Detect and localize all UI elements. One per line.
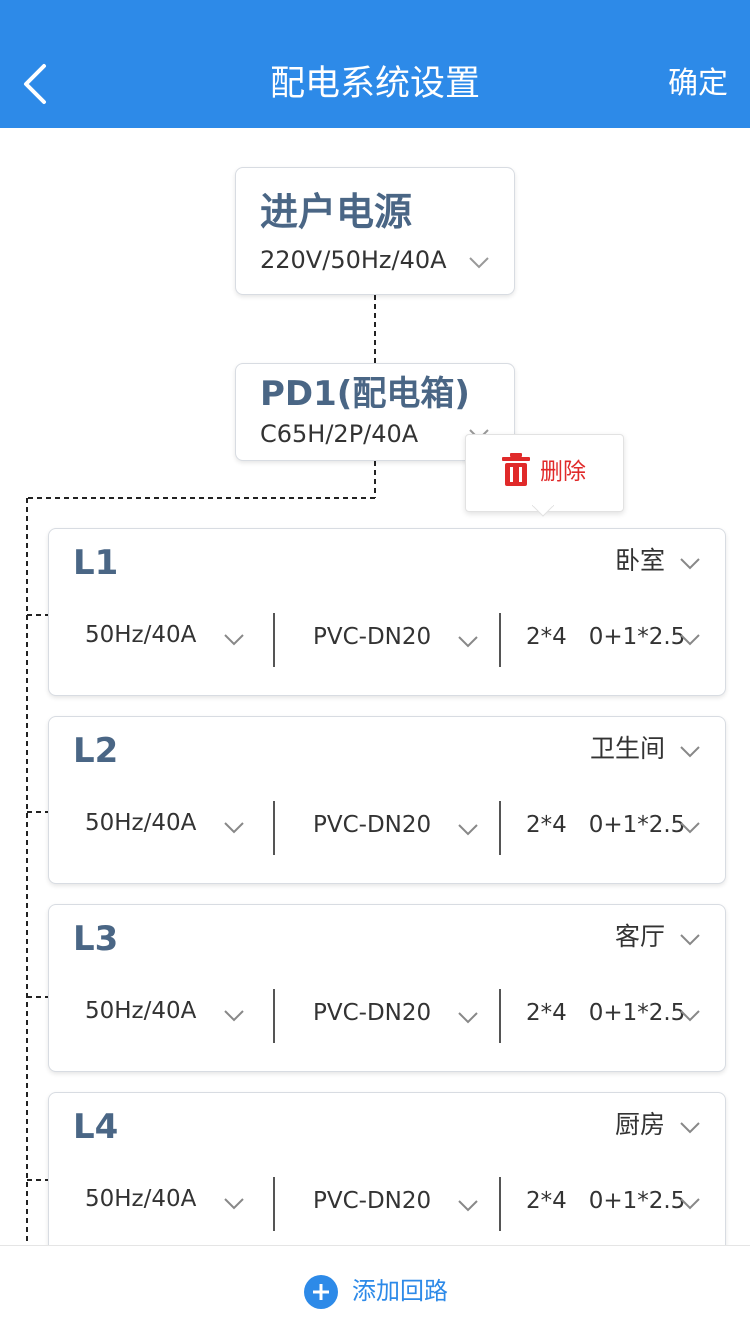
breaker-select[interactable]: 50Hz/40A xyxy=(85,998,197,1024)
confirm-button[interactable]: 确定 xyxy=(668,66,728,101)
divider xyxy=(499,1177,501,1231)
popup-arrow xyxy=(532,505,554,517)
chevron-down-icon[interactable] xyxy=(679,1009,701,1023)
back-button[interactable] xyxy=(18,60,58,108)
divider xyxy=(499,613,501,667)
header-bar: 配电系统设置 确定 xyxy=(0,0,750,128)
chevron-down-icon[interactable] xyxy=(679,933,701,947)
divider xyxy=(499,801,501,855)
circuit-card[interactable]: L3 客厅 50Hz/40A PVC-DN20 2*4 0+1*2.5 xyxy=(48,904,726,1072)
chevron-down-icon[interactable] xyxy=(457,1199,479,1213)
power-source-title: 进户电源 xyxy=(260,190,413,234)
chevron-down-icon[interactable] xyxy=(679,821,701,835)
circuit-name: L3 xyxy=(73,919,119,959)
power-source-value: 220V/50Hz/40A xyxy=(260,246,447,274)
chevron-down-icon[interactable] xyxy=(457,1011,479,1025)
circuit-card[interactable]: L1 卧室 50Hz/40A PVC-DN20 2*4 0+1*2.5 xyxy=(48,528,726,696)
distribution-box-value: C65H/2P/40A xyxy=(260,420,419,448)
footer-bar: 添加回路 xyxy=(0,1245,750,1334)
delete-button[interactable]: 删除 xyxy=(540,459,586,485)
wire-select[interactable]: 2*4 0+1*2.5 xyxy=(526,1000,686,1026)
delete-popup[interactable] xyxy=(465,434,624,512)
circuit-room[interactable]: 厨房 xyxy=(614,1110,665,1139)
breaker-select[interactable]: 50Hz/40A xyxy=(85,1186,197,1212)
pipe-select[interactable]: PVC-DN20 xyxy=(313,1000,432,1026)
chevron-down-icon[interactable] xyxy=(679,1121,701,1135)
chevron-down-icon[interactable] xyxy=(457,823,479,837)
circuit-card[interactable]: L4 厨房 50Hz/40A PVC-DN20 2*4 0+1*2.5 xyxy=(48,1092,726,1260)
chevron-down-icon[interactable] xyxy=(223,821,245,835)
add-circuit-button[interactable]: 添加回路 xyxy=(352,1277,448,1305)
chevron-down-icon[interactable] xyxy=(679,557,701,571)
wire-select[interactable]: 2*4 0+1*2.5 xyxy=(526,1188,686,1214)
chevron-down-icon[interactable] xyxy=(223,1009,245,1023)
chevron-down-icon[interactable] xyxy=(457,635,479,649)
chevron-down-icon[interactable] xyxy=(223,1197,245,1211)
chevron-down-icon[interactable] xyxy=(468,256,490,270)
page-title: 配电系统设置 xyxy=(269,64,480,104)
circuit-name: L1 xyxy=(73,543,119,583)
wire-select[interactable]: 2*4 0+1*2.5 xyxy=(526,624,686,650)
breaker-select[interactable]: 50Hz/40A xyxy=(85,810,197,836)
circuit-room[interactable]: 卫生间 xyxy=(589,734,665,763)
circuit-card[interactable]: L2 卫生间 50Hz/40A PVC-DN20 2*4 0+1*2.5 xyxy=(48,716,726,884)
chevron-down-icon[interactable] xyxy=(679,745,701,759)
trash-icon[interactable] xyxy=(500,452,532,488)
chevron-down-icon[interactable] xyxy=(679,1197,701,1211)
circuit-name: L2 xyxy=(73,731,119,771)
circuit-name: L4 xyxy=(73,1107,119,1147)
chevron-down-icon[interactable] xyxy=(223,633,245,647)
pipe-select[interactable]: PVC-DN20 xyxy=(313,624,432,650)
divider xyxy=(273,989,275,1043)
breaker-select[interactable]: 50Hz/40A xyxy=(85,622,197,648)
chevron-left-icon xyxy=(24,64,46,104)
pipe-select[interactable]: PVC-DN20 xyxy=(313,812,432,838)
chevron-down-icon[interactable] xyxy=(679,633,701,647)
divider xyxy=(499,989,501,1043)
circuit-room[interactable]: 卧室 xyxy=(614,546,665,575)
pipe-select[interactable]: PVC-DN20 xyxy=(313,1188,432,1214)
divider xyxy=(273,613,275,667)
wire-select[interactable]: 2*4 0+1*2.5 xyxy=(526,812,686,838)
power-source-card[interactable]: 进户电源 220V/50Hz/40A xyxy=(235,167,515,295)
divider xyxy=(273,801,275,855)
divider xyxy=(273,1177,275,1231)
plus-circle-icon[interactable] xyxy=(304,1275,338,1309)
distribution-box-title: PD1(配电箱) xyxy=(260,374,470,414)
circuit-room[interactable]: 客厅 xyxy=(614,922,665,951)
